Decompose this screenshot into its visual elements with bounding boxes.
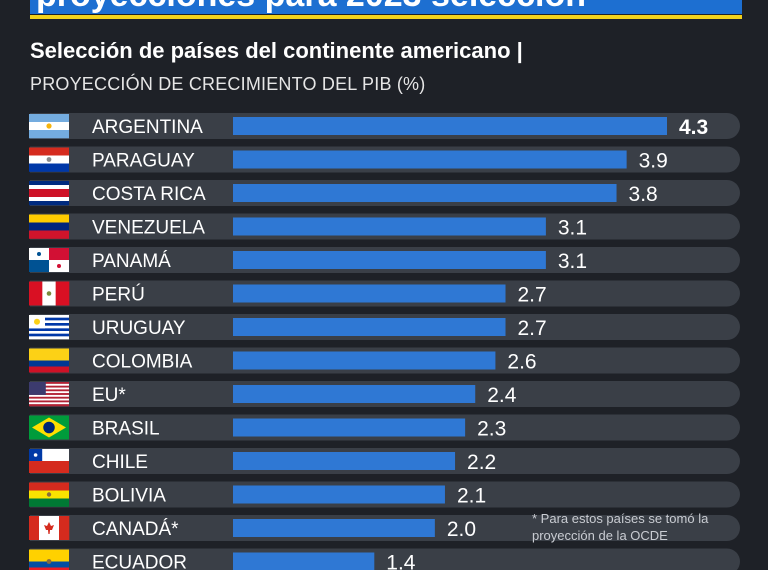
bar bbox=[233, 251, 546, 269]
bar bbox=[233, 519, 435, 537]
flag-costa-rica-icon bbox=[29, 181, 69, 206]
banner: proyecciones para 2023 selección bbox=[30, 0, 742, 14]
flag-paraguay-icon bbox=[29, 147, 69, 172]
bar bbox=[233, 452, 456, 470]
value-label: 3.8 bbox=[629, 183, 658, 206]
bar-row-eu: EU* 2.4 bbox=[29, 381, 740, 407]
category-label: ECUADOR bbox=[92, 553, 187, 570]
category-label: CHILE bbox=[92, 452, 148, 473]
value-label: 2.4 bbox=[487, 384, 517, 407]
category-label: PERÚ bbox=[92, 284, 145, 306]
bar bbox=[233, 485, 445, 504]
bar bbox=[233, 351, 496, 370]
flag-argentina-icon bbox=[29, 114, 69, 139]
category-label: BRASIL bbox=[92, 419, 160, 440]
value-label: 3.1 bbox=[558, 217, 587, 240]
value-label: 3.1 bbox=[558, 250, 587, 273]
category-label: PANAMÁ bbox=[92, 251, 171, 272]
category-label: VENEZUELA bbox=[92, 218, 205, 239]
bar-row-colombia: COLOMBIA 2.6 bbox=[29, 347, 740, 374]
bar bbox=[233, 318, 506, 336]
bar-row-ecuador: ECUADOR 1.4 bbox=[29, 548, 740, 570]
value-label: 2.7 bbox=[518, 317, 547, 340]
bar bbox=[233, 552, 375, 570]
chart-subtitle: PROYECCIÓN DE CRECIMIENTO DEL PIB (%) bbox=[30, 74, 426, 94]
bar-row-argentina: ARGENTINA 4.3 bbox=[29, 113, 740, 139]
value-label: 2.2 bbox=[467, 451, 496, 474]
footnote: * Para estos países se tomó la proyecció… bbox=[532, 511, 709, 543]
category-label: COLOMBIA bbox=[92, 352, 193, 373]
category-label: ARGENTINA bbox=[92, 117, 203, 138]
value-label: 2.3 bbox=[477, 418, 506, 441]
bar-row-chile: CHILE 2.2 bbox=[29, 448, 740, 474]
value-label: 4.3 bbox=[679, 116, 708, 139]
category-label: URUGUAY bbox=[92, 318, 186, 339]
bar-row-brasil: BRASIL 2.3 bbox=[29, 414, 740, 441]
flag-peru-icon bbox=[29, 281, 70, 306]
bar-row-costa-rica: COSTA RICA 3.8 bbox=[29, 180, 740, 206]
flag-venezuela-icon bbox=[29, 214, 69, 239]
bar bbox=[233, 385, 476, 403]
bar-row-perú: PERÚ 2.7 bbox=[29, 280, 740, 307]
bar bbox=[233, 418, 466, 437]
flag-bolivia-icon bbox=[29, 482, 69, 507]
bar bbox=[233, 117, 667, 135]
flag-panama-icon bbox=[29, 248, 69, 272]
bar bbox=[233, 150, 627, 169]
value-label: 1.4 bbox=[386, 552, 416, 570]
flag-brazil-icon bbox=[29, 415, 69, 440]
value-label: 2.6 bbox=[507, 351, 536, 374]
bar-row-venezuela: VENEZUELA 3.1 bbox=[29, 213, 740, 240]
category-label: CANADÁ* bbox=[92, 519, 179, 540]
bar bbox=[233, 284, 506, 303]
flag-colombia-icon bbox=[29, 348, 69, 373]
value-label: 2.0 bbox=[447, 518, 476, 541]
value-label: 2.1 bbox=[457, 485, 486, 508]
bar-row-canadá: CANADÁ* 2.0 bbox=[29, 515, 740, 541]
bar bbox=[233, 184, 617, 202]
bar-row-panamá: PANAMÁ 3.1 bbox=[29, 247, 740, 273]
accent-divider bbox=[30, 15, 742, 19]
value-label: 2.7 bbox=[518, 284, 547, 307]
flag-ecuador-icon bbox=[29, 549, 69, 570]
banner-text: proyecciones para 2023 selección bbox=[36, 0, 586, 14]
bar-row-bolivia: BOLIVIA 2.1 bbox=[29, 481, 740, 508]
bar bbox=[233, 217, 546, 236]
category-label: BOLIVIA bbox=[92, 486, 166, 507]
value-label: 3.9 bbox=[639, 150, 668, 173]
bar-row-uruguay: URUGUAY 2.7 bbox=[29, 314, 740, 340]
flag-chile-icon bbox=[29, 449, 69, 473]
bar-track bbox=[30, 548, 740, 570]
bar-row-paraguay: PARAGUAY 3.9 bbox=[29, 146, 740, 173]
flag-canada-icon bbox=[29, 516, 70, 540]
flag-uruguay-icon bbox=[29, 315, 69, 340]
category-label: PARAGUAY bbox=[92, 151, 195, 172]
category-label: EU* bbox=[92, 385, 126, 406]
category-label: COSTA RICA bbox=[92, 184, 206, 205]
chart-title: Selección de países del continente ameri… bbox=[30, 38, 523, 63]
flag-usa-icon bbox=[29, 382, 69, 407]
